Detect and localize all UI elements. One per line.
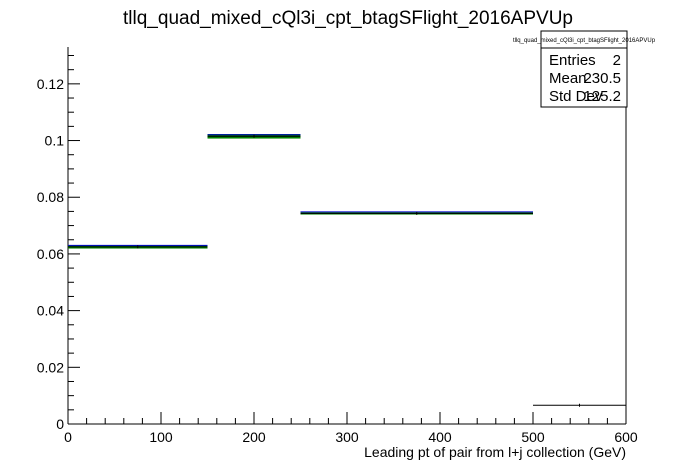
stats-value: 125.2 — [583, 88, 621, 105]
stats-box-frame — [540, 30, 628, 108]
x-tick-label: 600 — [614, 429, 638, 445]
chart-title: tllq_quad_mixed_cQl3i_cpt_btagSFlight_20… — [123, 8, 573, 29]
x-tick-label: 500 — [521, 429, 545, 445]
x-tick-label: 300 — [335, 429, 359, 445]
y-tick-label: 0.04 — [37, 303, 64, 319]
y-axis: 0 0.02 0.04 0.06 0.08 0.1 0.12 — [37, 55, 80, 432]
x-tick-label: 100 — [149, 429, 173, 445]
stats-label: Entries — [549, 52, 596, 69]
stats-label: Mean — [549, 70, 587, 87]
x-axis-label: Leading pt of pair from l+j collection (… — [364, 444, 626, 460]
x-tick-label: 200 — [242, 429, 266, 445]
x-axis: 0 100 200 300 400 500 600 — [64, 412, 638, 445]
x-tick-label: 0 — [64, 429, 72, 445]
y-tick-label: 0 — [56, 416, 64, 432]
stats-box: tllq_quad_mixed_cQl3i_cpt_btagSFlight_20… — [513, 30, 656, 108]
histogram-bins — [68, 134, 626, 407]
y-tick-label: 0.06 — [37, 246, 64, 262]
x-tick-label: 400 — [428, 429, 452, 445]
stats-value: 230.5 — [583, 70, 621, 87]
y-tick-label: 0.08 — [37, 189, 64, 205]
y-tick-label: 0.1 — [45, 133, 65, 149]
y-tick-label: 0.02 — [37, 359, 64, 375]
stats-label: Std Dev — [549, 88, 603, 105]
stats-histogram-name: tllq_quad_mixed_cQl3i_cpt_btagSFlight_20… — [513, 38, 656, 44]
y-tick-label: 0.12 — [37, 76, 64, 92]
stats-value: 2 — [613, 52, 621, 69]
